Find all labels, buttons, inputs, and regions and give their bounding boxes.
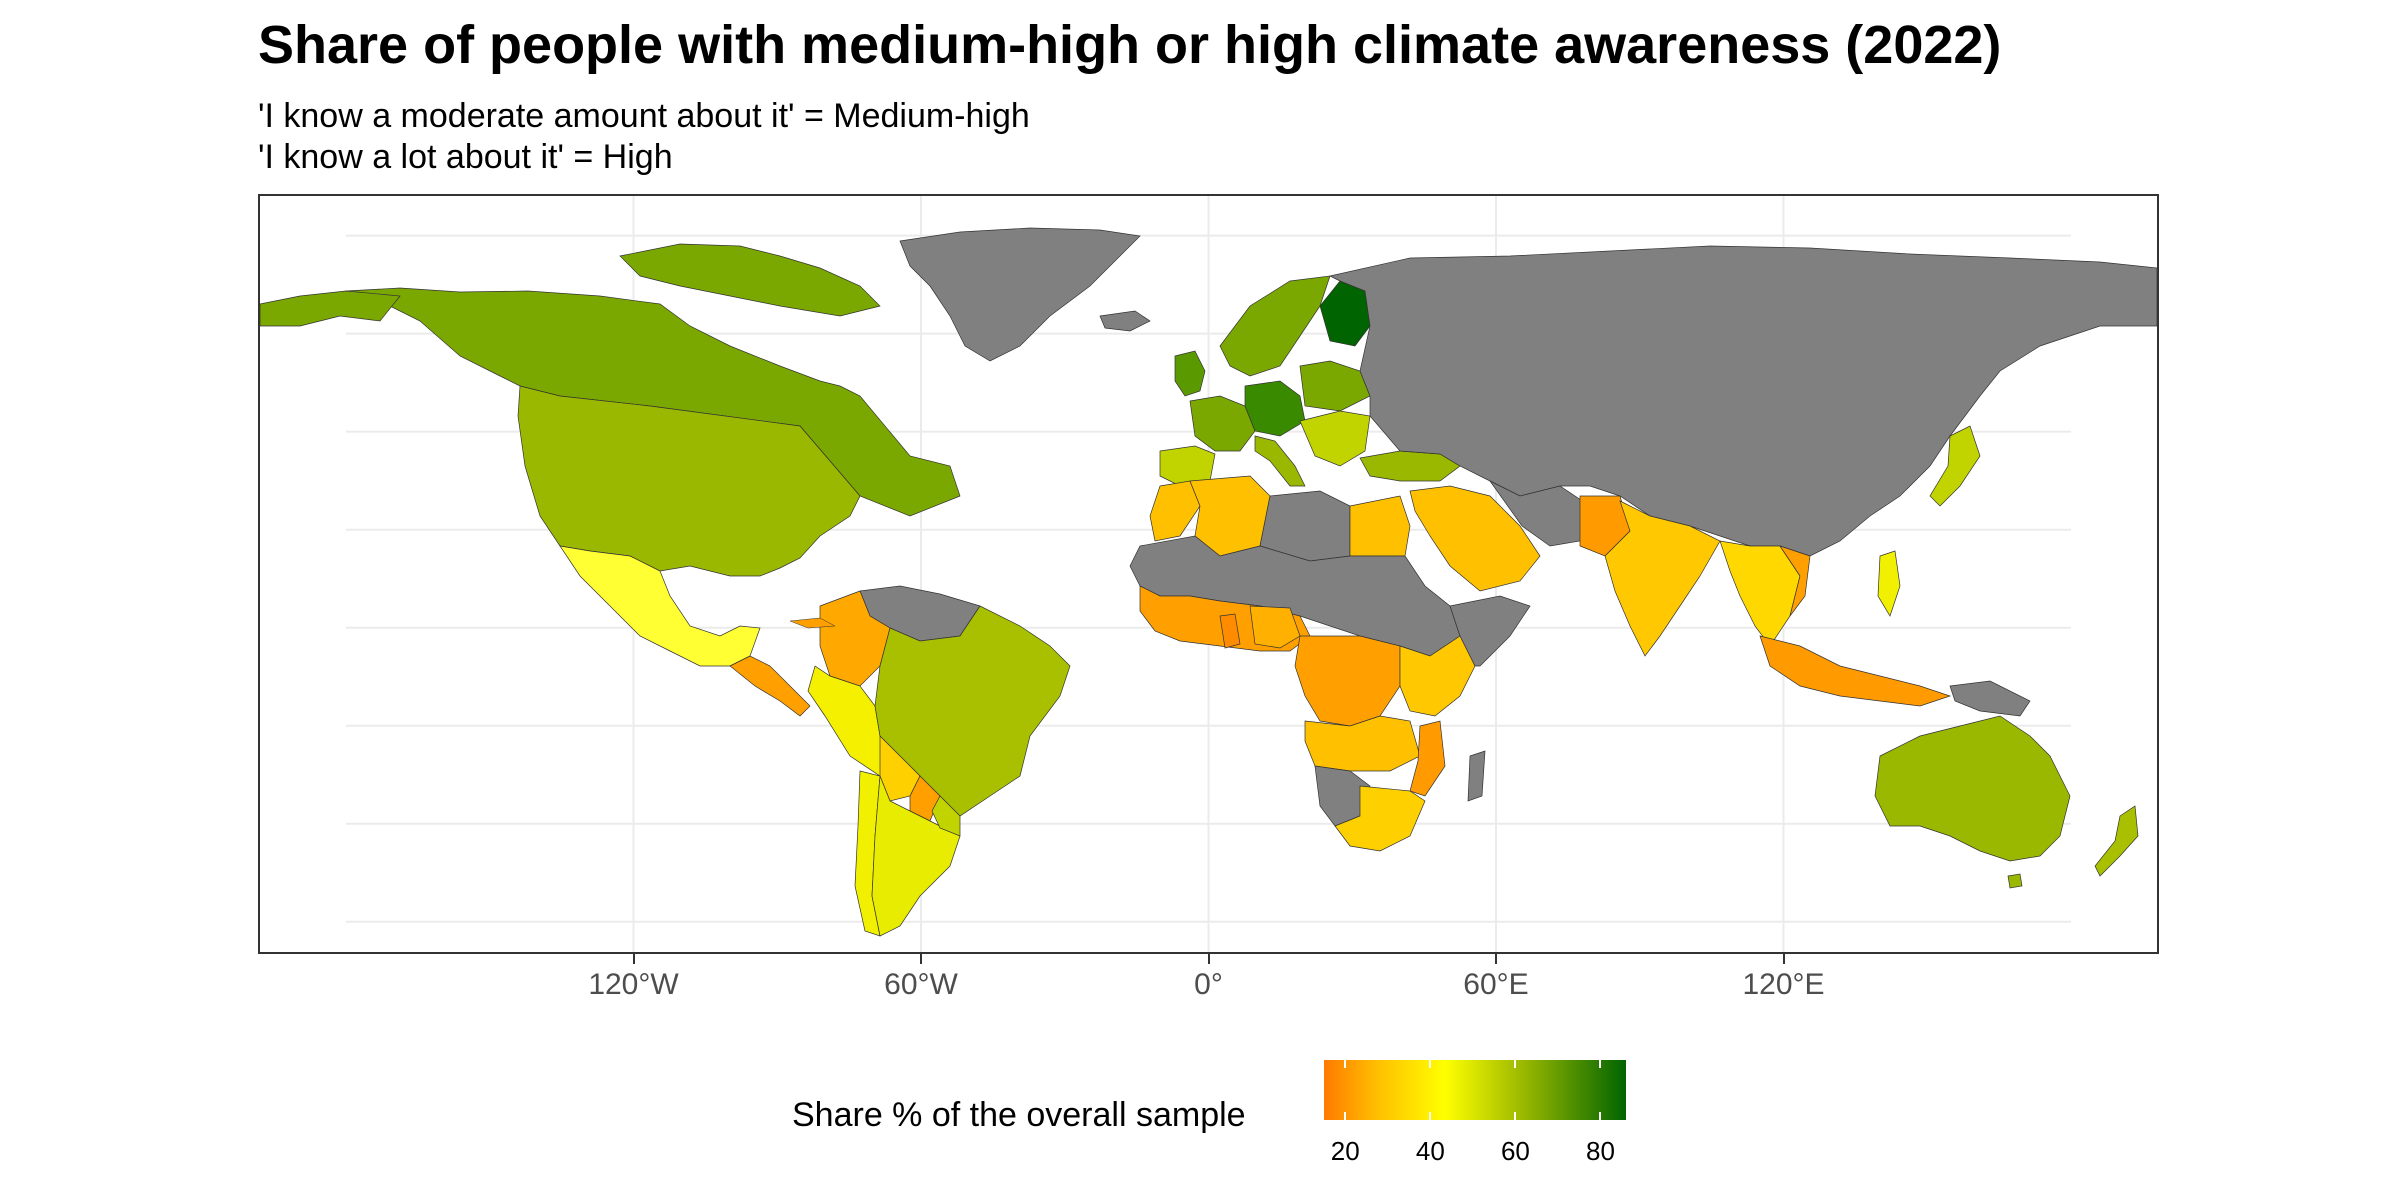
region-ghana[interactable] (1219, 613, 1241, 649)
region-madagascar[interactable] (1467, 750, 1486, 802)
legend-tick-mark (1514, 1112, 1517, 1120)
legend-tick-mark (1514, 1060, 1517, 1068)
region-mozambique[interactable] (1409, 720, 1446, 797)
region-tasmania[interactable] (2007, 873, 2023, 889)
legend-colorbar (1324, 1060, 1626, 1120)
x-tick-label: 0° (1194, 968, 1223, 1001)
region-poland-baltics[interactable] (1299, 360, 1371, 412)
region-alaska[interactable] (259, 290, 401, 327)
region-caribbean[interactable] (789, 617, 836, 629)
region-iceland[interactable] (1099, 310, 1151, 332)
region-indonesia[interactable] (1759, 635, 1952, 707)
region-canada-arctic[interactable] (619, 243, 881, 317)
legend-tick-label: 60 (1500, 1136, 1530, 1166)
region-congo[interactable] (1294, 635, 1401, 727)
legend-tick-label: 20 (1330, 1136, 1360, 1166)
region-greenland[interactable] (899, 227, 1141, 362)
region-finland[interactable] (1319, 280, 1371, 347)
x-tick-label: 120°W (588, 968, 679, 1001)
x-tick-label: 60°W (884, 968, 958, 1001)
x-tick-label: 120°E (1742, 968, 1825, 1001)
x-tick-mark (1495, 954, 1497, 964)
region-angola-zambia[interactable] (1304, 715, 1421, 772)
region-morocco[interactable] (1149, 480, 1201, 542)
region-france[interactable] (1189, 395, 1256, 452)
world-map (259, 196, 2158, 952)
region-norway-sweden[interactable] (1219, 275, 1331, 377)
region-new-zealand[interactable] (2094, 805, 2139, 877)
region-united-states[interactable] (517, 385, 861, 577)
region-central-america[interactable] (729, 655, 811, 717)
region-egypt[interactable] (1349, 495, 1411, 557)
x-tick-mark (920, 954, 922, 964)
chart-title: Share of people with medium-high or high… (258, 15, 2002, 75)
region-philippines[interactable] (1877, 550, 1901, 617)
subtitle-line-1: 'I know a moderate amount about it' = Me… (258, 97, 1030, 135)
legend-tick-label: 40 (1415, 1136, 1445, 1166)
legend-tick-label: 80 (1586, 1136, 1615, 1166)
region-vietnam[interactable] (1779, 545, 1811, 617)
x-tick-label: 60°E (1463, 968, 1529, 1001)
region-southeast-asia[interactable] (1719, 540, 1801, 647)
legend-tick-mark (1344, 1060, 1347, 1068)
region-arabia[interactable] (1409, 485, 1541, 592)
region-mexico[interactable] (559, 545, 761, 667)
region-italy[interactable] (1254, 435, 1306, 487)
x-tick-mark (1782, 954, 1785, 964)
legend-title: Share % of the overall sample (792, 1096, 1246, 1134)
region-horn-of-africa[interactable] (1449, 595, 1531, 667)
subtitle-line-2: 'I know a lot about it' = High (258, 138, 673, 176)
region-nigeria[interactable] (1249, 605, 1301, 649)
legend-tick-mark (1429, 1060, 1432, 1068)
region-balkans[interactable] (1299, 410, 1371, 467)
region-india[interactable] (1604, 500, 1721, 657)
x-tick-mark (632, 954, 635, 964)
region-argentina[interactable] (871, 775, 961, 937)
region-papua[interactable] (1949, 680, 2031, 717)
region-australia[interactable] (1874, 715, 2071, 862)
region-uruguay[interactable] (931, 795, 961, 837)
region-east-africa[interactable] (1399, 635, 1476, 717)
region-united-kingdom[interactable] (1174, 350, 1206, 397)
legend-tick-mark (1599, 1060, 1602, 1068)
legend-tick-mark (1599, 1112, 1602, 1120)
legend-tick-mark (1344, 1112, 1347, 1120)
countries-layer (259, 227, 2158, 937)
region-south-africa[interactable] (1334, 785, 1426, 852)
legend-tick-mark (1429, 1112, 1432, 1120)
region-germany-austria[interactable] (1244, 380, 1306, 437)
chart-subtitle: 'I know a moderate amount about it' = Me… (258, 96, 1030, 178)
map-panel (258, 194, 2159, 954)
region-canada[interactable] (345, 287, 961, 517)
region-japan[interactable] (1929, 425, 1981, 507)
x-tick-mark (1207, 954, 1210, 964)
